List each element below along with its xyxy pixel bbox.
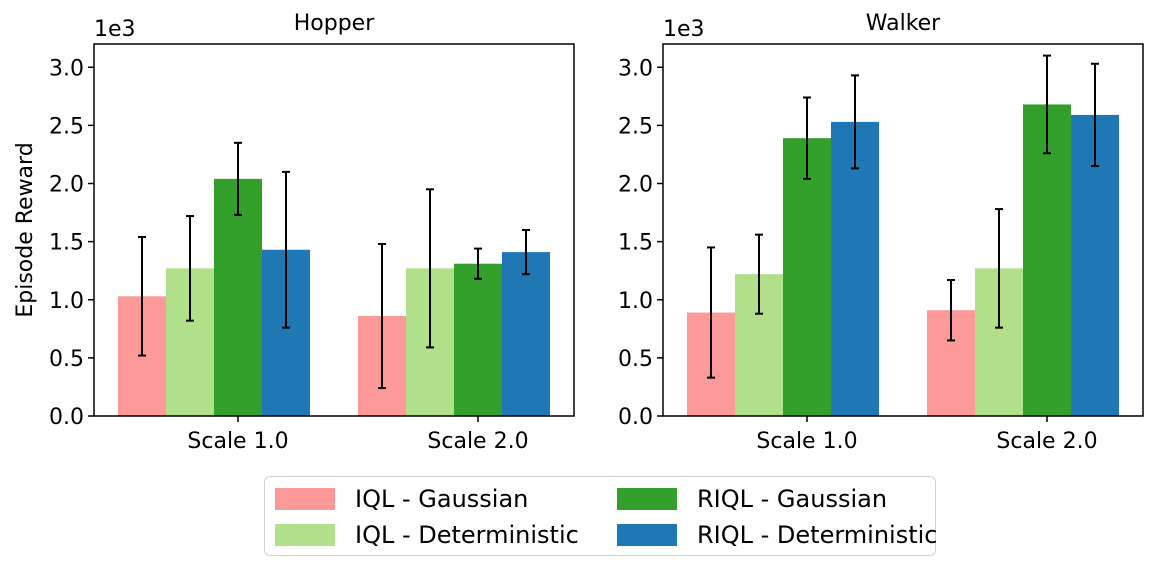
axes-frame xyxy=(93,43,575,417)
y-tick-label: 2.5 xyxy=(618,114,653,139)
legend-label: IQL - Deterministic xyxy=(355,521,579,549)
axes-frame xyxy=(662,43,1144,417)
chart-canvas: 0.0 0.5 1.0 1.5 2.0 2.5 3.0 Scale 1.0 Scale 2.0 H… xyxy=(13,11,1144,454)
y-tick-label: 1.0 xyxy=(618,289,653,314)
legend-swatch-iql-gaussian xyxy=(275,488,335,510)
y-tick-label: 3.0 xyxy=(49,56,84,81)
y-axis-label: Episode Reward xyxy=(13,142,38,317)
y-tick-label: 2.0 xyxy=(618,173,653,198)
y-tick-label: 0.5 xyxy=(49,347,84,372)
legend-label: RIQL - Gaussian xyxy=(697,485,888,513)
legend-swatch-riql-gaussian xyxy=(617,488,677,510)
bar xyxy=(502,252,550,416)
legend-label: RIQL - Deterministic xyxy=(697,521,938,549)
y-tick-label: 0.0 xyxy=(618,405,653,430)
legend-item-iql-gaussian: IQL - Gaussian xyxy=(275,483,528,515)
y-tick-label: 2.0 xyxy=(49,173,84,198)
bar xyxy=(831,121,879,416)
x-tick-label: Scale 2.0 xyxy=(996,429,1097,454)
panel-walker: 0.0 0.5 1.0 1.5 2.0 2.5 3.0 Scale 1.0 Scale 2.0 W… xyxy=(618,11,1144,454)
y-tick-label: 0.0 xyxy=(49,405,84,430)
y-tick-label: 2.5 xyxy=(49,114,84,139)
y-tick-label: 3.0 xyxy=(618,56,653,81)
x-tick-label: Scale 1.0 xyxy=(187,429,288,454)
bar xyxy=(454,263,502,416)
y-tick-label: 1.5 xyxy=(49,231,84,256)
chart-title: Hopper xyxy=(294,11,375,36)
x-tick-label: Scale 2.0 xyxy=(427,429,528,454)
bar xyxy=(1023,104,1071,416)
legend-label: IQL - Gaussian xyxy=(355,485,529,513)
x-tick-label: Scale 1.0 xyxy=(756,429,857,454)
chart-title: Walker xyxy=(866,11,941,36)
legend-item-riql-deterministic: RIQL - Deterministic xyxy=(617,519,938,551)
axis-offset-label: 1e3 xyxy=(94,17,136,42)
bar xyxy=(783,138,831,416)
legend-item-iql-deterministic: IQL - Deterministic xyxy=(275,519,579,551)
axis-offset-label: 1e3 xyxy=(663,17,705,42)
legend: IQL - Gaussian IQL - Deterministic RIQL … xyxy=(264,476,938,556)
legend-item-riql-gaussian: RIQL - Gaussian xyxy=(617,483,887,515)
panel-hopper: 0.0 0.5 1.0 1.5 2.0 2.5 3.0 Scale 1.0 Scale 2.0 H… xyxy=(13,11,575,454)
legend-swatch-iql-deterministic xyxy=(275,524,335,546)
y-tick-label: 1.0 xyxy=(49,289,84,314)
y-tick-label: 0.5 xyxy=(618,347,653,372)
bar xyxy=(214,178,262,416)
y-tick-label: 1.5 xyxy=(618,231,653,256)
legend-swatch-riql-deterministic xyxy=(617,524,677,546)
